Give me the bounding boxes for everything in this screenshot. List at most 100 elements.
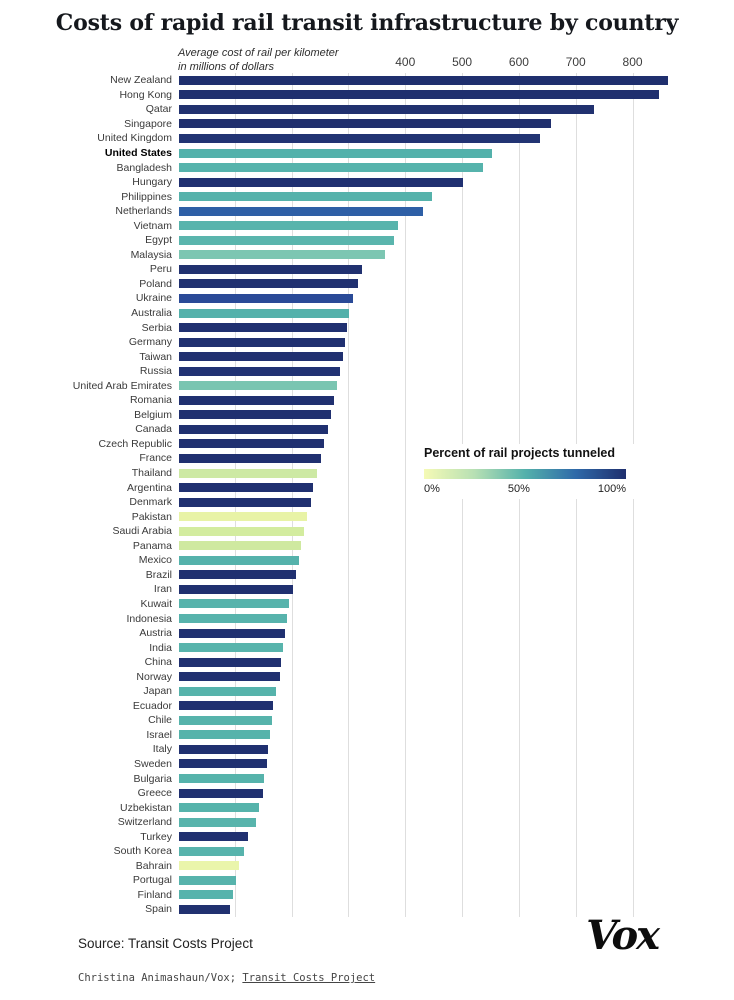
country-label: Norway [136,670,172,683]
bar [179,75,668,85]
country-label: China [144,656,172,669]
country-label: Finland [137,888,172,901]
bar [179,832,249,842]
country-label: Turkey [140,830,172,843]
source-text: Source: Transit Costs Project [78,936,253,951]
bar-track [179,104,679,114]
color-legend: Percent of rail projects tunneled 0% 50%… [420,444,642,499]
bar [179,788,263,798]
bar-track [179,453,679,463]
country-label: Israel [146,728,172,741]
gridline-200 [291,73,293,917]
country-label: Netherlands [115,205,172,218]
bar-track [179,628,679,638]
bar [179,352,343,362]
bar [179,759,267,769]
country-label: Portugal [132,874,172,887]
bar [179,614,287,623]
country-label: Germany [128,336,172,349]
bar-track [179,264,679,274]
country-label: Philippines [121,190,172,203]
bar [179,410,331,420]
bar [179,279,358,289]
country-label: Canada [135,423,172,436]
bar-track [179,817,679,827]
bar-track [179,439,679,449]
bar-row: Switzerland [0,815,734,830]
bar [179,555,300,565]
bar [179,366,341,376]
country-label: Malaysia [130,248,172,261]
bar-row: Hungary [0,175,734,190]
bar-row: Norway [0,669,734,684]
gridline-400 [405,73,407,917]
country-label: Taiwan [139,350,172,363]
credit-link[interactable]: Transit Costs Project [242,972,376,984]
country-label: Panama [132,539,172,552]
bar-row: New Zealand [0,73,734,88]
bar-row: Romania [0,393,734,408]
bar-row: China [0,655,734,670]
bar-track [179,672,679,682]
country-label: Bahrain [135,859,172,872]
bar-track [179,323,679,333]
bar [179,512,308,522]
bar-row: Czech Republic [0,437,734,452]
bar-chart: New Zealand Hong Kong Qatar Singapore United… [0,73,734,917]
country-label: Ukraine [135,292,172,305]
country-label: Sweden [134,757,172,770]
bar-track [179,192,679,202]
bar-row: Brazil [0,568,734,583]
bar-row: South Korea [0,844,734,859]
bar-row: Panama [0,539,734,554]
country-label: Iran [153,583,172,596]
bar-row: Spain [0,902,734,917]
bar-track [179,744,679,754]
country-label: Ecuador [132,699,172,712]
bar-row: Argentina [0,480,734,495]
bar-row: India [0,640,734,655]
country-label: Pakistan [131,510,172,523]
bar-track [179,206,679,216]
bar-track [179,730,679,740]
bar-track [179,381,679,391]
bar-track [179,584,679,594]
gridline-100 [234,73,236,917]
country-label: Mexico [138,554,172,567]
bar-track [179,119,679,129]
x-tick-700: 700 [565,55,586,69]
bar-track [179,497,679,507]
credit-author: Christina Animashaun/Vox; [78,972,243,984]
country-label: United States [104,147,172,159]
gridline-300 [348,73,350,917]
bar [179,803,259,813]
bar-row: Italy [0,742,734,757]
x-tick-600: 600 [508,55,529,69]
vox-logo: Vox [586,912,660,959]
bar-row: Netherlands [0,204,734,219]
bar-row: Serbia [0,320,734,335]
bar-track [179,657,679,667]
bar-track [179,483,679,493]
country-label: United Kingdom [97,132,172,145]
bar [179,453,322,463]
bar [179,599,289,609]
country-label: Bangladesh [116,161,172,174]
axis-note: Average cost of rail per kilometer in mi… [178,46,339,75]
bar-track [179,133,679,143]
bar [179,701,274,711]
bar [179,861,239,871]
bar-track [179,832,679,842]
bar-track [179,701,679,711]
bar-track [179,163,679,173]
bar-track [179,395,679,405]
bar [179,104,594,114]
country-label: Vietnam [133,219,172,232]
bar [179,526,304,536]
bar-track [179,177,679,187]
bar-track [179,904,679,914]
bar [179,119,552,129]
bar-row: Denmark [0,495,734,510]
bar-row: Taiwan [0,349,734,364]
bar-track [179,468,679,478]
